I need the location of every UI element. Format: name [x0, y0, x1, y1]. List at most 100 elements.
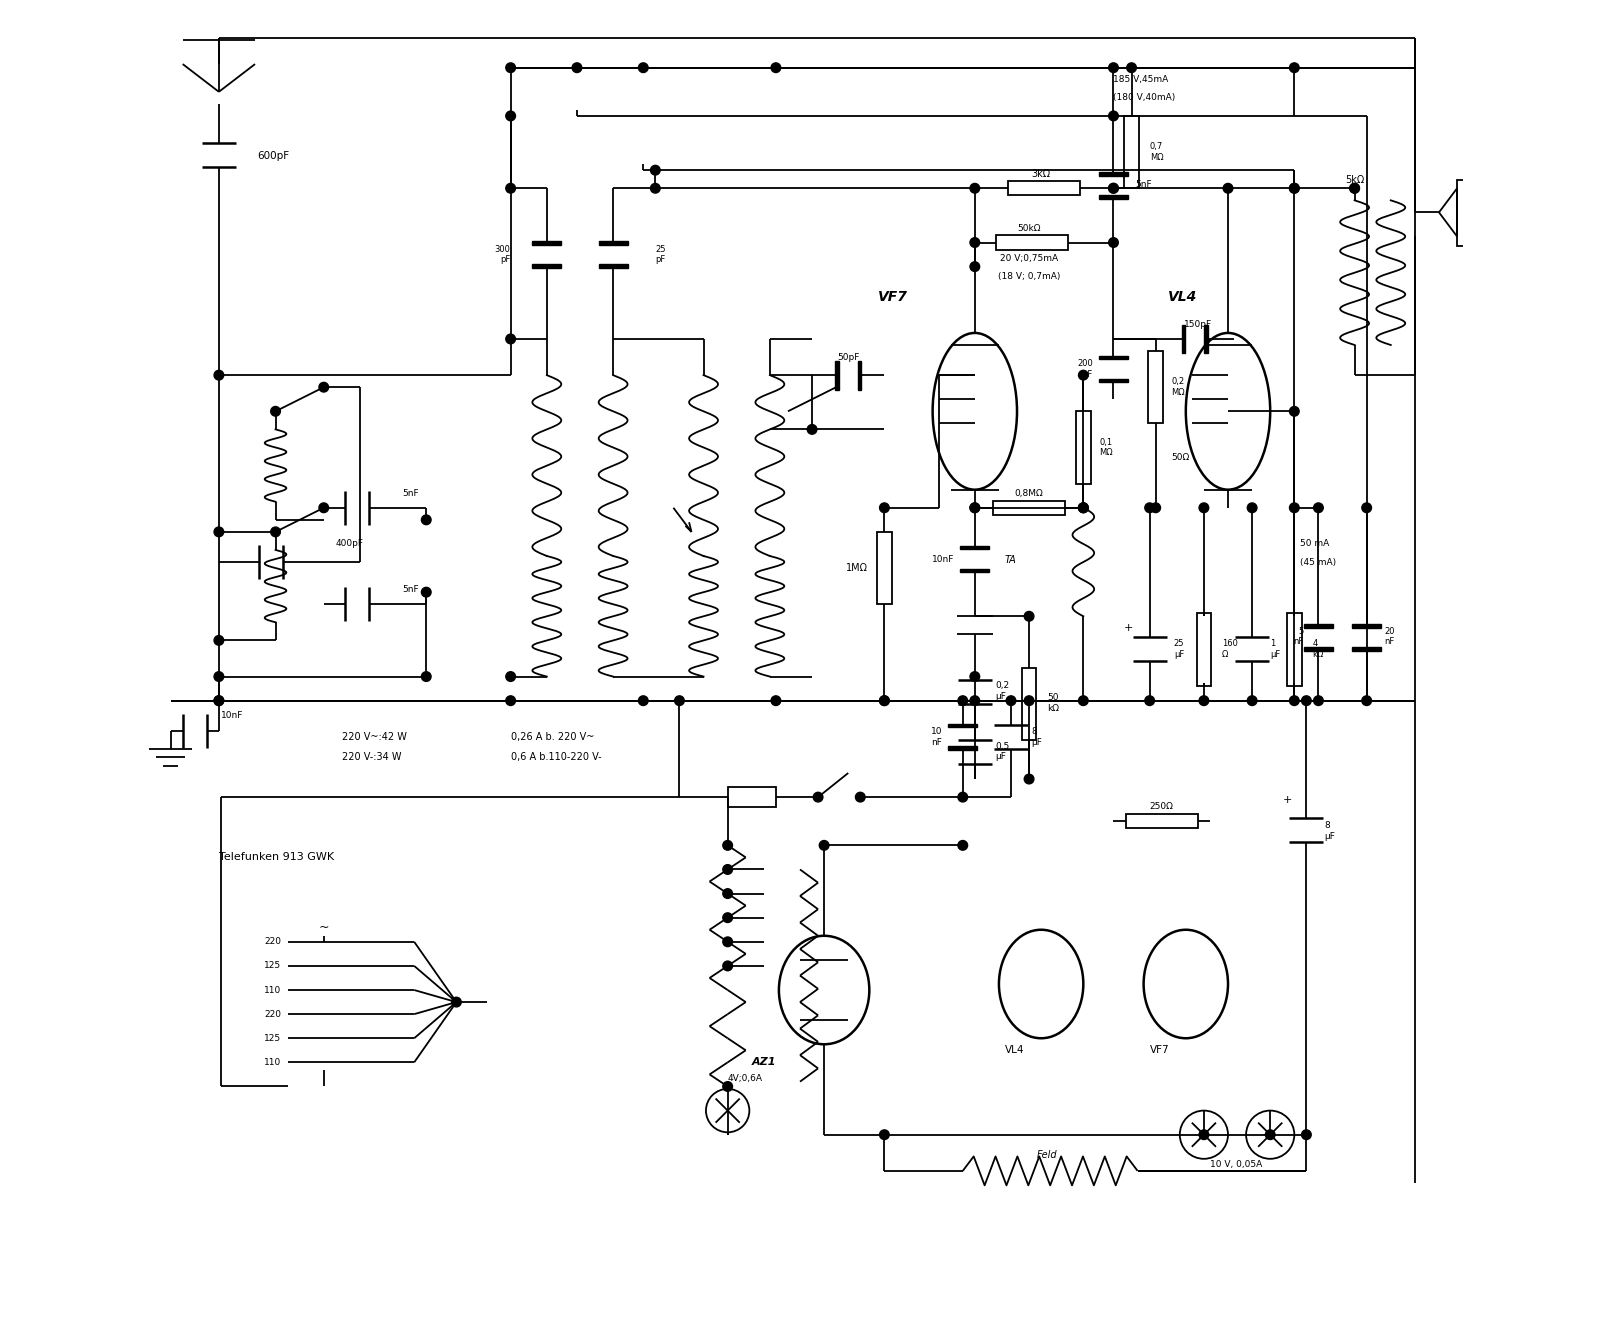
- Text: 8
µF: 8 µF: [1032, 727, 1042, 747]
- Circle shape: [1198, 696, 1208, 706]
- Bar: [835, 360, 838, 389]
- Bar: [1099, 171, 1128, 175]
- Circle shape: [723, 937, 733, 946]
- Text: (18 V; 0,7mA): (18 V; 0,7mA): [998, 271, 1061, 280]
- Text: 220: 220: [264, 1010, 282, 1018]
- Circle shape: [1362, 502, 1371, 513]
- Circle shape: [1078, 696, 1088, 706]
- Circle shape: [1078, 502, 1088, 513]
- Circle shape: [970, 696, 979, 706]
- Text: 25
µF: 25 µF: [1174, 639, 1184, 659]
- Circle shape: [1024, 775, 1034, 784]
- Circle shape: [1290, 183, 1299, 193]
- Bar: [949, 723, 978, 727]
- Circle shape: [1266, 1130, 1275, 1139]
- Circle shape: [1350, 183, 1360, 193]
- Circle shape: [214, 671, 224, 682]
- Circle shape: [970, 262, 979, 271]
- Bar: [995, 235, 1069, 250]
- Circle shape: [958, 840, 968, 851]
- Text: TA: TA: [1005, 554, 1016, 565]
- Bar: [1352, 625, 1381, 627]
- Text: AZ1: AZ1: [752, 1058, 776, 1067]
- Text: 10
nF: 10 nF: [931, 727, 942, 747]
- Circle shape: [1248, 696, 1258, 706]
- Circle shape: [1314, 696, 1323, 706]
- Text: 50
kΩ: 50 kΩ: [1046, 694, 1059, 712]
- Circle shape: [421, 587, 430, 597]
- Bar: [598, 242, 627, 245]
- Text: (45 mA): (45 mA): [1301, 558, 1336, 566]
- Bar: [1458, 179, 1478, 246]
- Text: VF7: VF7: [878, 290, 909, 304]
- Text: 125: 125: [264, 1034, 282, 1043]
- Circle shape: [856, 792, 866, 801]
- Text: 5nF: 5nF: [1134, 181, 1152, 189]
- Text: 250Ω: 250Ω: [1150, 803, 1174, 811]
- Circle shape: [1109, 183, 1118, 193]
- Circle shape: [970, 502, 979, 513]
- Text: 4V;0,6A: 4V;0,6A: [728, 1074, 763, 1083]
- Circle shape: [723, 889, 733, 898]
- Circle shape: [270, 407, 280, 416]
- Text: 10nF: 10nF: [221, 711, 243, 719]
- Circle shape: [958, 696, 968, 706]
- Circle shape: [1290, 183, 1299, 193]
- Text: 0,8MΩ: 0,8MΩ: [1014, 489, 1043, 498]
- Circle shape: [573, 62, 582, 73]
- Circle shape: [813, 792, 822, 801]
- Circle shape: [1024, 696, 1034, 706]
- Bar: [1008, 181, 1080, 195]
- Text: 220 V-:34 W: 220 V-:34 W: [342, 752, 402, 763]
- Text: 50pF: 50pF: [837, 352, 859, 361]
- Text: 1
µF: 1 µF: [1270, 639, 1280, 659]
- Circle shape: [506, 112, 515, 121]
- Circle shape: [1109, 238, 1118, 247]
- Text: 1MΩ: 1MΩ: [845, 563, 867, 573]
- Text: 200
pF: 200 pF: [1077, 359, 1093, 379]
- Text: 220: 220: [264, 937, 282, 946]
- Bar: [598, 264, 627, 268]
- Bar: [728, 788, 776, 807]
- Text: 600pF: 600pF: [258, 150, 290, 161]
- Circle shape: [771, 62, 781, 73]
- Circle shape: [723, 840, 733, 851]
- Text: 110: 110: [264, 1058, 282, 1067]
- Text: Feld: Feld: [1037, 1150, 1058, 1160]
- Circle shape: [214, 371, 224, 380]
- Text: 0,6 A b.110-220 V-: 0,6 A b.110-220 V-: [510, 752, 602, 763]
- Circle shape: [1301, 696, 1310, 706]
- Circle shape: [1024, 611, 1034, 621]
- Text: 0,2
µF: 0,2 µF: [995, 682, 1010, 700]
- Text: 5kΩ: 5kΩ: [1346, 175, 1365, 185]
- Bar: [1205, 324, 1208, 354]
- Circle shape: [1198, 1130, 1208, 1139]
- Text: 0,1
MΩ: 0,1 MΩ: [1099, 437, 1112, 457]
- Circle shape: [1006, 696, 1016, 706]
- Text: 300
pF: 300 pF: [494, 245, 510, 264]
- Circle shape: [1290, 696, 1299, 706]
- Bar: [960, 569, 989, 573]
- Circle shape: [1146, 696, 1155, 706]
- Text: 150pF: 150pF: [1184, 320, 1211, 330]
- Circle shape: [638, 696, 648, 706]
- Circle shape: [1314, 502, 1323, 513]
- Text: 50kΩ: 50kΩ: [1018, 223, 1042, 233]
- Bar: [533, 264, 562, 268]
- Circle shape: [214, 528, 224, 537]
- Circle shape: [1150, 502, 1160, 513]
- Circle shape: [506, 183, 515, 193]
- Circle shape: [808, 424, 818, 435]
- Circle shape: [1362, 696, 1371, 706]
- Circle shape: [880, 1130, 890, 1139]
- Bar: [1304, 625, 1333, 627]
- Circle shape: [1198, 502, 1208, 513]
- Circle shape: [723, 865, 733, 874]
- Circle shape: [421, 516, 430, 525]
- Bar: [960, 546, 989, 549]
- Bar: [1022, 667, 1037, 740]
- Circle shape: [651, 183, 661, 193]
- Bar: [1077, 411, 1091, 484]
- Bar: [1125, 116, 1139, 189]
- Circle shape: [1290, 407, 1299, 416]
